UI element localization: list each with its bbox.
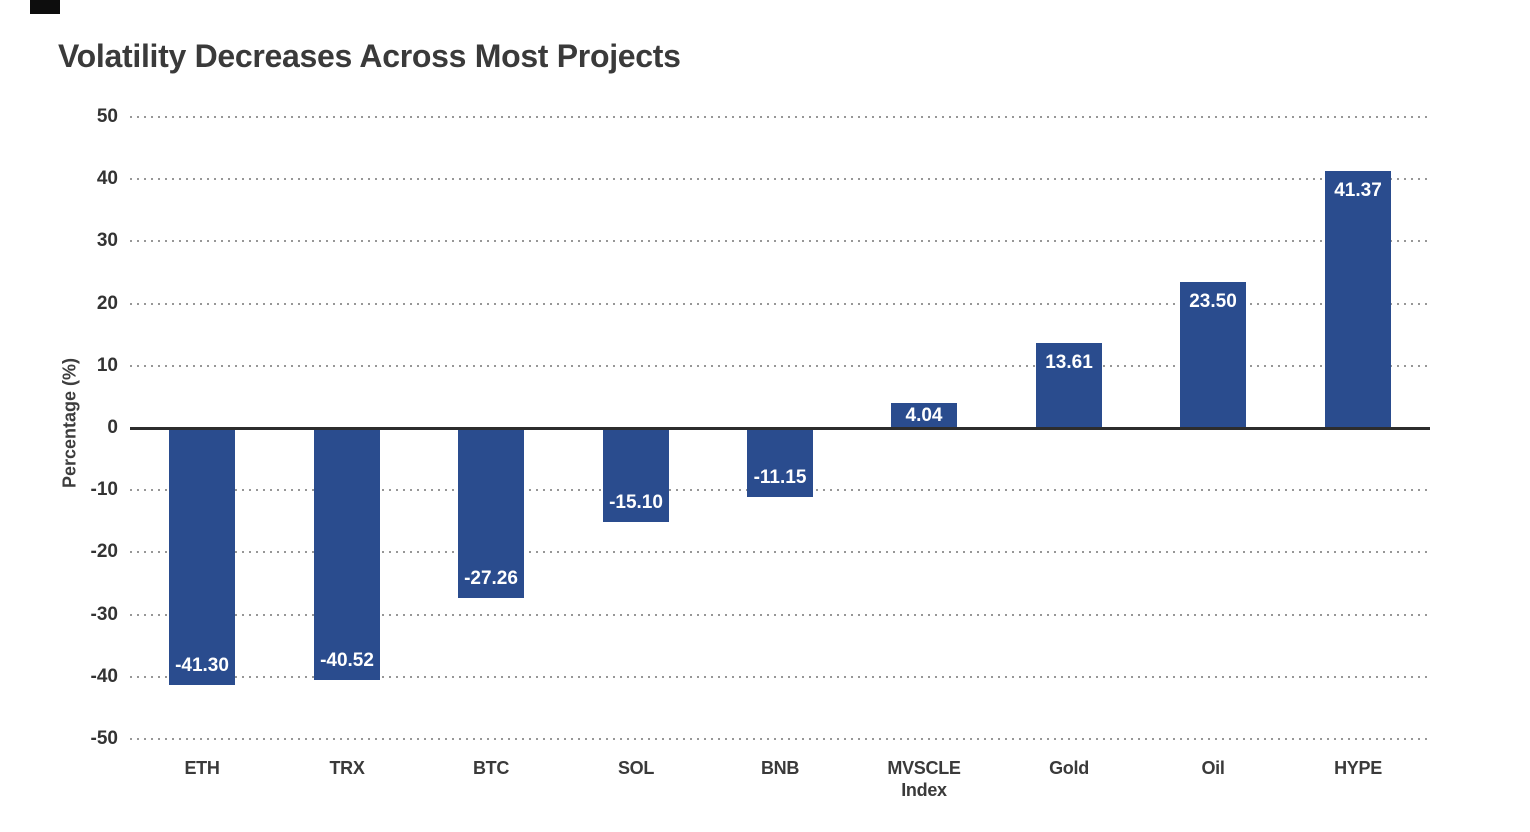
- bar-value-label: 4.04: [905, 404, 943, 426]
- gridline: [130, 675, 1430, 678]
- x-category-label: SOL: [617, 758, 655, 778]
- gridline: [130, 364, 1430, 367]
- gridline: [130, 115, 1430, 118]
- x-category-label: Oil: [1201, 758, 1225, 778]
- bar-bnb: -11.15: [747, 428, 813, 497]
- y-tick-label: -50: [90, 728, 118, 750]
- corner-mark: [30, 0, 60, 14]
- bar-sol: -15.10: [603, 428, 669, 522]
- x-category-label: BNB: [760, 758, 800, 778]
- x-category-label: BTC: [472, 758, 510, 778]
- y-tick-label: 30: [96, 230, 118, 252]
- bar-eth: -41.30: [169, 428, 235, 685]
- bar-btc: -27.26: [458, 428, 524, 598]
- x-category-label: TRX: [329, 758, 365, 778]
- bar-value-label: 41.37: [1334, 180, 1382, 201]
- y-axis-ticks: 50 40 30 20 10 0 -10 -20 -30 -40 -50: [0, 0, 118, 832]
- bar-value-label: 23.50: [1189, 291, 1237, 312]
- y-tick-label: -30: [90, 603, 118, 625]
- bar-hype: 41.37: [1325, 171, 1391, 428]
- y-tick-label: 50: [96, 105, 118, 127]
- bar-value-label: -11.15: [753, 467, 807, 488]
- x-category-label: ETH: [184, 758, 220, 778]
- gridline: [130, 613, 1430, 616]
- zero-axis-line: [130, 426, 1430, 430]
- bar-mvscle: 4.04: [891, 403, 957, 428]
- bar-gold: 13.61: [1036, 343, 1102, 428]
- gridline: [130, 302, 1430, 305]
- bar-oil: 23.50: [1180, 282, 1246, 428]
- bar-value-label: 13.61: [1045, 352, 1093, 373]
- y-tick-label: 20: [96, 292, 118, 314]
- y-tick-label: 0: [107, 417, 118, 438]
- gridline: [130, 738, 1430, 741]
- bar-value-label: -27.26: [464, 568, 518, 589]
- gridline: [130, 551, 1430, 554]
- x-category-label: Gold: [1049, 758, 1089, 778]
- y-tick-label: 40: [96, 168, 118, 190]
- y-tick-label: -40: [90, 665, 118, 687]
- chart-title: Volatility Decreases Across Most Project…: [58, 38, 681, 74]
- bar-value-label: -40.52: [320, 650, 374, 671]
- y-tick-label: -10: [90, 479, 118, 501]
- gridline: [130, 178, 1430, 181]
- bar-value-label: -41.30: [175, 655, 229, 676]
- x-category-label: HYPE: [1334, 758, 1382, 778]
- bar-value-label: -15.10: [609, 492, 663, 513]
- bar-trx: -40.52: [314, 428, 380, 680]
- x-category-label: MVSCLE Index: [887, 758, 961, 800]
- y-tick-label: -20: [90, 541, 118, 563]
- y-tick-label: 10: [96, 354, 118, 376]
- gridline: [130, 240, 1430, 243]
